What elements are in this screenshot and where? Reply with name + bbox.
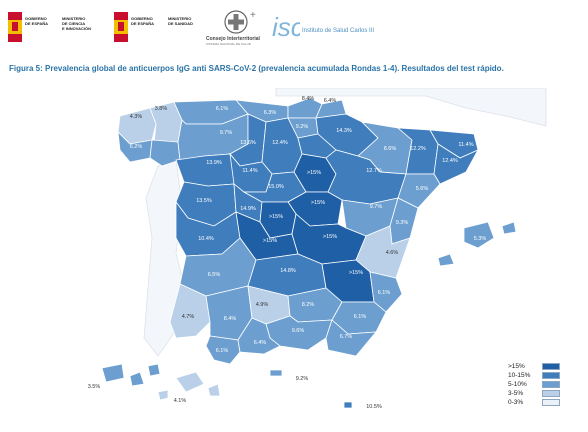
province-melilla bbox=[343, 401, 353, 409]
province-value-label: >15% bbox=[307, 170, 321, 176]
legend-swatch bbox=[542, 390, 560, 397]
province-value-label: 14.9% bbox=[240, 206, 256, 212]
province-value-label: 6.7% bbox=[340, 334, 353, 340]
province-value-label: 5.3% bbox=[474, 236, 487, 242]
ministry-health-label: MINISTERIO DE SANIDAD bbox=[168, 16, 193, 26]
province-value-label: 6.1% bbox=[354, 314, 367, 320]
province-value-label: 6.5% bbox=[208, 272, 221, 278]
province-value-label: >15% bbox=[323, 234, 337, 240]
ministry-science-label: MINISTERIO DE CIENCIA E INNOVACIÓN bbox=[62, 16, 92, 31]
legend-label: 10-15% bbox=[508, 372, 531, 379]
spain-crest-icon bbox=[114, 12, 128, 42]
province-ceuta bbox=[269, 369, 283, 377]
spain-prevalence-map: 4.3% 3.8% 6.1% 6.3% 8.4% 6.4% 6.2% 9.7% 13.6% 12.… bbox=[26, 87, 572, 418]
province-value-label: 11.4% bbox=[242, 168, 257, 174]
province-value-label: 6.1% bbox=[216, 348, 229, 354]
province-value-label: 8.2% bbox=[302, 302, 315, 308]
province-value-label: 4.7% bbox=[182, 314, 195, 320]
province-value-label: 4.3% bbox=[130, 114, 143, 120]
legend-label: >15% bbox=[508, 363, 525, 370]
province-value-label: 6.2% bbox=[130, 144, 143, 150]
province-value-label: 10.4% bbox=[198, 236, 214, 242]
province-value-label: 12.4% bbox=[272, 140, 288, 146]
province-value-label: 9.7% bbox=[220, 130, 233, 136]
labels-layer: 4.3% 3.8% 6.1% 6.3% 8.4% 6.4% 6.2% 9.7% 13.6% 12.… bbox=[88, 96, 487, 410]
province-value-label: 11.4% bbox=[458, 142, 473, 148]
map-legend: >15% 10-15% 5-10% 3-5% 0-3% bbox=[508, 362, 568, 407]
legend-item: 5-10% bbox=[508, 380, 568, 389]
council-name: Consejo Interterritorial bbox=[206, 36, 260, 42]
province-value-label: 3.8% bbox=[155, 106, 168, 112]
legend-item: 10-15% bbox=[508, 371, 568, 380]
province-value-label: 8.4% bbox=[302, 96, 315, 102]
province-value-label: >15% bbox=[349, 270, 363, 276]
province-value-label: 10.5% bbox=[366, 404, 382, 410]
province-value-label: 4.6% bbox=[386, 250, 399, 256]
gobierno-label-2: GOBIERNO DE ESPAÑA bbox=[131, 16, 155, 26]
province-value-label: 9.7% bbox=[370, 204, 383, 210]
map-canvas: 4.3% 3.8% 6.1% 6.3% 8.4% 6.4% 6.2% 9.7% 13.6% 12.… bbox=[26, 87, 572, 418]
province-santa-cruz-de-tenerife bbox=[157, 371, 221, 401]
province-value-label: 6.3% bbox=[264, 110, 277, 116]
legend-label: 0-3% bbox=[508, 399, 524, 406]
province-value-label: >15% bbox=[263, 238, 277, 244]
province-value-label: 8.6% bbox=[384, 146, 397, 152]
province-value-label: 13.6% bbox=[240, 140, 256, 146]
province-almeria bbox=[325, 319, 377, 357]
legend-item: 3-5% bbox=[508, 389, 568, 398]
header: GOBIERNO DE ESPAÑA MINISTERIO DE CIENCIA… bbox=[0, 0, 588, 52]
province-illes-balears bbox=[437, 221, 517, 267]
province-value-label: 4.9% bbox=[256, 302, 269, 308]
ministry-science-logo: GOBIERNO DE ESPAÑA MINISTERIO DE CIENCIA… bbox=[8, 12, 104, 46]
province-malaga bbox=[237, 317, 281, 355]
province-value-label: 9.6% bbox=[292, 328, 305, 334]
province-value-label: 13.5% bbox=[196, 198, 212, 204]
province-value-label: 9.3% bbox=[396, 220, 409, 226]
legend-item: 0-3% bbox=[508, 398, 568, 407]
province-alicante bbox=[369, 271, 403, 313]
figure-title: Figura 5: Prevalencia global de anticuer… bbox=[9, 64, 504, 73]
province-value-label: 8.4% bbox=[224, 316, 237, 322]
province-value-label: 3.5% bbox=[88, 384, 101, 390]
province-value-label: 6.4% bbox=[254, 340, 267, 346]
province-value-label: 6.1% bbox=[378, 290, 391, 296]
province-value-label: 12.4% bbox=[442, 158, 458, 164]
spain-crest-icon bbox=[8, 12, 22, 42]
province-value-label: 14.8% bbox=[280, 268, 296, 274]
province-value-label: 9.2% bbox=[296, 124, 309, 130]
province-value-label: >15% bbox=[269, 214, 283, 220]
province-tarragona bbox=[397, 173, 441, 209]
legend-label: 5-10% bbox=[508, 381, 527, 388]
ministry-health-logo: GOBIERNO DE ESPAÑA MINISTERIO DE SANIDAD bbox=[114, 12, 206, 46]
province-value-label: 4.1% bbox=[174, 398, 187, 404]
legend-swatch bbox=[542, 363, 560, 370]
svg-text:+: + bbox=[250, 10, 256, 21]
legend-label: 3-5% bbox=[508, 390, 524, 397]
province-value-label: 6.4% bbox=[324, 98, 337, 104]
province-value-label: 12.2% bbox=[410, 146, 426, 152]
legend-swatch bbox=[542, 381, 560, 388]
council-subtitle: SISTEMA NACIONAL DE SALUD bbox=[206, 42, 251, 46]
institute-name: Instituto de Salud Carlos III bbox=[302, 28, 375, 34]
province-value-label: 12.7% bbox=[366, 168, 382, 174]
legend-swatch bbox=[542, 399, 560, 406]
isciii-logo-icon: isc bbox=[272, 12, 300, 42]
province-value-label: >15% bbox=[311, 200, 325, 206]
province-value-label: 5.6% bbox=[416, 186, 429, 192]
province-value-label: 14.3% bbox=[336, 128, 352, 134]
svg-text:isc: isc bbox=[272, 12, 300, 42]
legend-item: >15% bbox=[508, 362, 568, 371]
province-value-label: 9.2% bbox=[296, 376, 309, 382]
gobierno-label-1: GOBIERNO DE ESPAÑA bbox=[25, 16, 49, 26]
province-value-label: 6.1% bbox=[216, 106, 229, 112]
province-value-label: 13.9% bbox=[206, 160, 222, 166]
france-region bbox=[275, 87, 547, 127]
province-las-palmas bbox=[101, 363, 161, 387]
legend-swatch bbox=[542, 372, 560, 379]
consejo-interterritorial-icon: + bbox=[224, 10, 256, 34]
provinces-layer bbox=[101, 97, 517, 409]
province-value-label: 15.0% bbox=[268, 184, 284, 190]
